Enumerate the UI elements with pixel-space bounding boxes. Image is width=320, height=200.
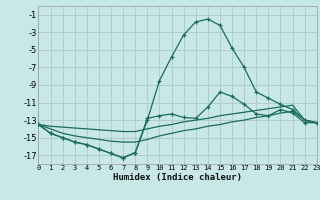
X-axis label: Humidex (Indice chaleur): Humidex (Indice chaleur) — [113, 173, 242, 182]
